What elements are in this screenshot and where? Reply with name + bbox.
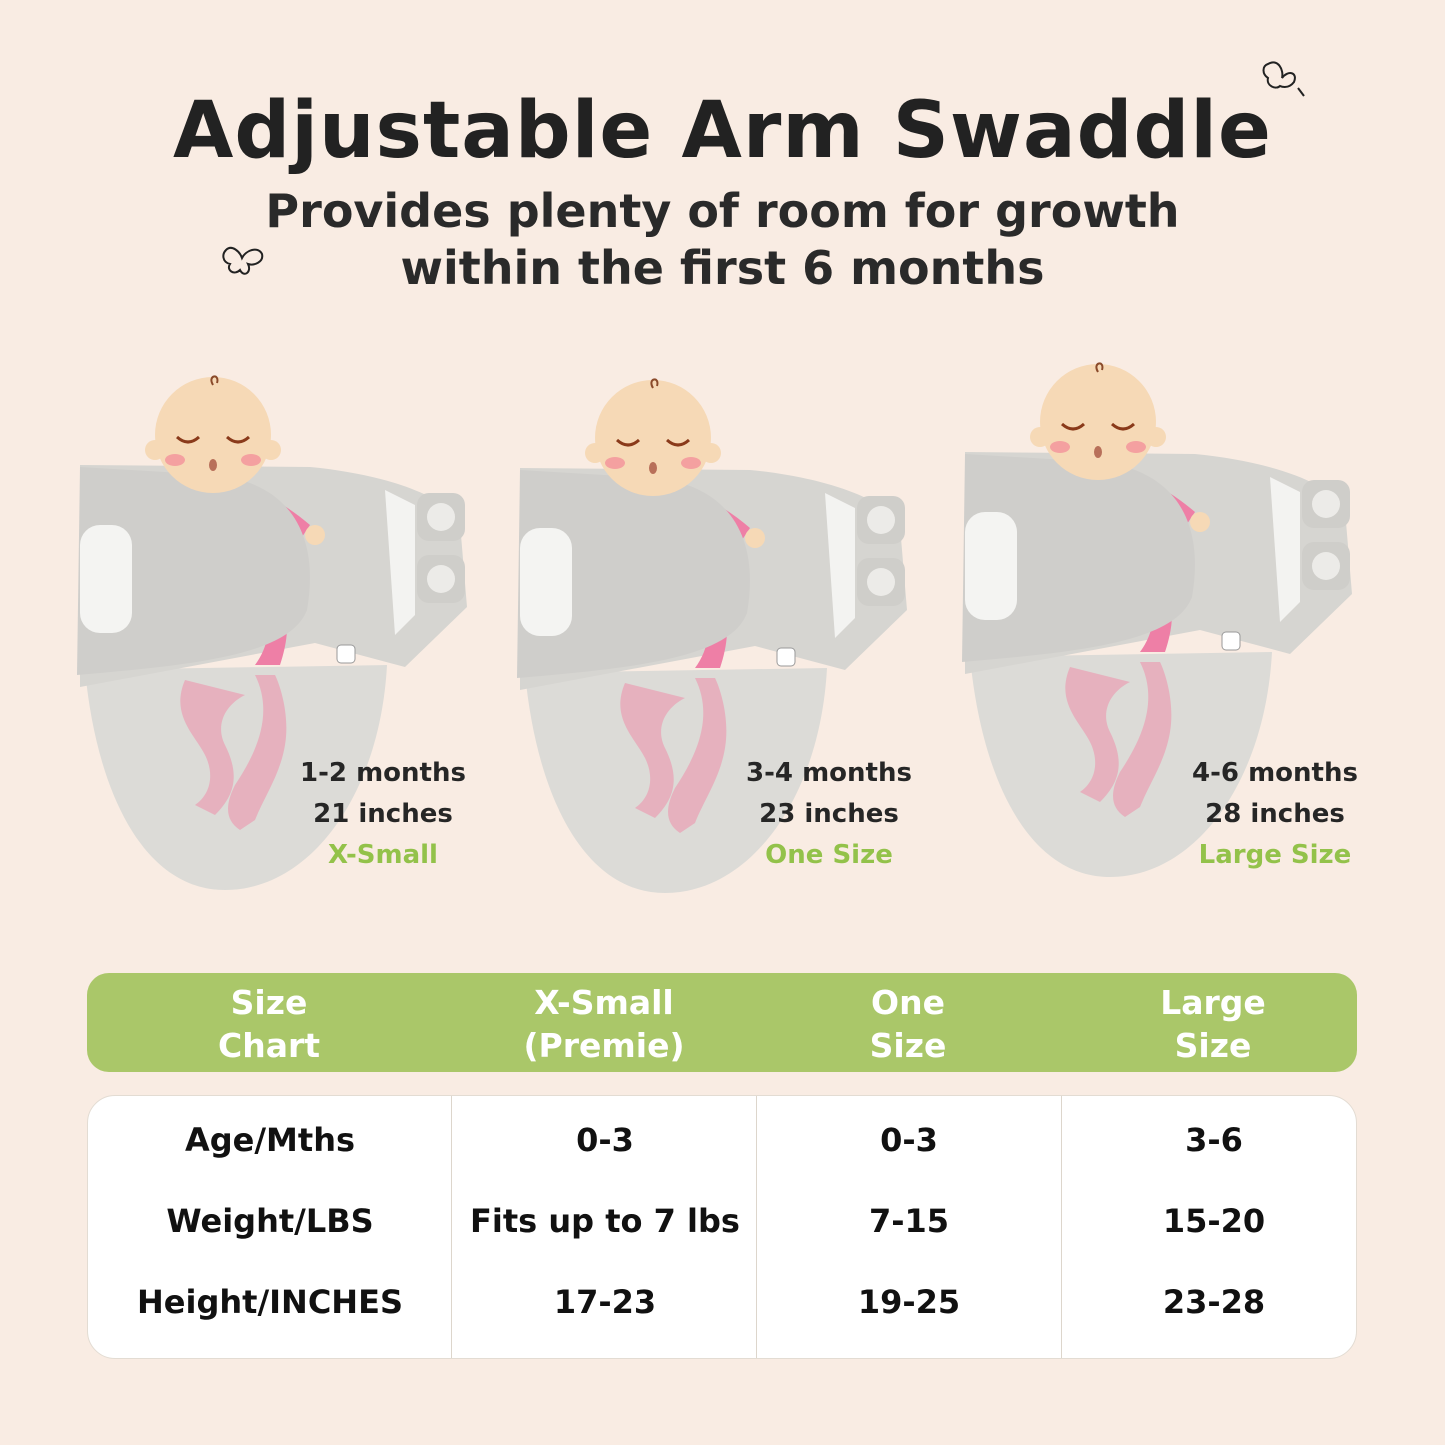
column-divider: [756, 1096, 757, 1358]
panel-label-one-size: 3-4 months 23 inches One Size: [699, 753, 959, 876]
panel-length: 28 inches: [1205, 799, 1345, 829]
header-large-size: Large Size: [1063, 981, 1363, 1067]
table-cell: 23-28: [1162, 1283, 1266, 1321]
header-xsmall: X-Small (Premie): [454, 981, 754, 1067]
column-divider: [1061, 1096, 1062, 1358]
header-one-size: One Size: [758, 981, 1058, 1067]
header-line: X-Small: [534, 983, 674, 1022]
panel-size: Large Size: [1198, 840, 1352, 870]
table-cell: 0-3: [576, 1121, 634, 1159]
page-title: Adjustable Arm Swaddle: [173, 86, 1272, 176]
header-line: Size: [869, 1026, 947, 1065]
butterfly-icon: [1262, 61, 1305, 97]
row-label: Age/Mths: [184, 1121, 356, 1159]
table-cell: 3-6: [1185, 1121, 1243, 1159]
table-cell: 15-20: [1162, 1202, 1266, 1240]
header-line: Large: [1160, 983, 1266, 1022]
panel-size: One Size: [765, 840, 893, 870]
size-chart-table: Age/Mths 0-3 0-3 3-6 Weight/LBS Fits up to 7 …: [87, 1095, 1357, 1359]
subtitle-line-1: Provides plenty of room for growth: [265, 184, 1180, 238]
column-divider: [451, 1096, 452, 1358]
table-cell: 17-23: [553, 1283, 657, 1321]
header-line: Size: [230, 983, 308, 1022]
panel-length: 21 inches: [313, 799, 453, 829]
subtitle-line-2: within the first 6 months: [400, 241, 1045, 295]
table-cell: 7-15: [868, 1202, 950, 1240]
header-size-chart: Size Chart: [119, 981, 419, 1067]
panel-length: 23 inches: [759, 799, 899, 829]
butterfly-icon: [222, 246, 264, 275]
header-line: (Premie): [523, 1026, 685, 1065]
panel-label-xsmall: 1-2 months 21 inches X-Small: [253, 753, 513, 876]
panel-age: 4-6 months: [1192, 758, 1358, 788]
row-label: Height/INCHES: [137, 1283, 403, 1321]
panel-label-large: 4-6 months 28 inches Large Size: [1145, 753, 1405, 876]
panel-age: 3-4 months: [746, 758, 912, 788]
panel-age: 1-2 months: [300, 758, 466, 788]
size-chart-header: Size Chart X-Small (Premie) One Size Large S…: [87, 973, 1357, 1072]
table-cell: Fits up to 7 lbs: [470, 1202, 740, 1240]
panel-size: X-Small: [328, 840, 438, 870]
table-cell: 19-25: [857, 1283, 961, 1321]
header-line: Chart: [217, 1026, 321, 1065]
header-line: Size: [1174, 1026, 1252, 1065]
header-line: One: [871, 983, 945, 1022]
row-label: Weight/LBS: [166, 1202, 374, 1240]
table-cell: 0-3: [880, 1121, 938, 1159]
